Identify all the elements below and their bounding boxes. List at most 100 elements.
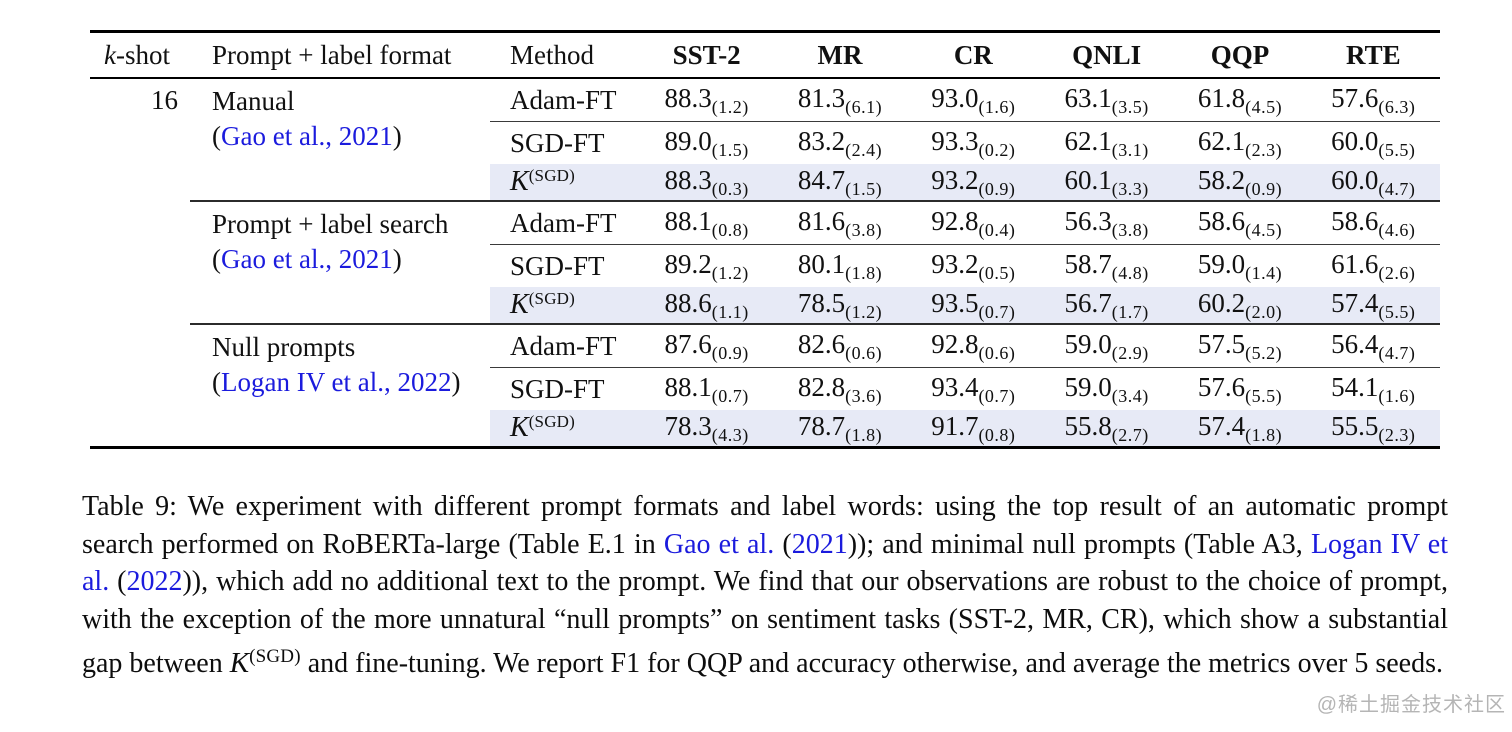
score-cell: 59.0(2.9): [1040, 329, 1173, 364]
caption-text: (: [774, 528, 792, 560]
score-value: 82.6: [797, 328, 846, 359]
citation-open-paren: (: [212, 121, 221, 151]
score-stddev: (0.9): [711, 342, 749, 363]
score-value: 56.4: [1331, 328, 1379, 359]
header-prompt-format: Prompt + label format: [212, 39, 452, 70]
caption-text: (: [109, 566, 127, 598]
score-stddev: (6.3): [1378, 96, 1416, 117]
score-value: 92.8: [931, 328, 979, 359]
prompt-format-name: Null prompts: [212, 332, 356, 362]
score-cell: 92.8(0.4): [907, 206, 1040, 241]
score-cell: 78.3(4.3): [640, 411, 773, 446]
results-table: k-shot Prompt + label format Method SST-…: [90, 30, 1440, 449]
table-caption: Table 9: We experiment with different pr…: [82, 488, 1448, 683]
score-cell: 61.6(2.6): [1307, 249, 1440, 284]
caption-citation-link[interactable]: Gao et al.: [663, 528, 775, 560]
score-cell: 63.1(3.5): [1040, 83, 1173, 118]
score-stddev: (0.7): [978, 385, 1016, 406]
score-value: 93.5: [931, 287, 979, 318]
score-cell: 55.5(2.3): [1307, 411, 1440, 446]
header-qqp: QQP: [1210, 39, 1270, 70]
score-cell: 89.0(1.5): [640, 126, 773, 161]
method-kernel-sup: (SGD): [528, 289, 576, 308]
score-stddev: (2.0): [1245, 301, 1283, 322]
score-value: 88.1: [664, 371, 712, 402]
method-separator-rule: [490, 367, 1440, 368]
score-stddev: (3.6): [845, 385, 883, 406]
score-value: 57.6: [1331, 82, 1379, 113]
method-cell: SGD-FT: [510, 250, 605, 281]
score-value: 55.8: [1064, 410, 1112, 441]
citation-link[interactable]: Logan IV et al., 2022: [221, 367, 452, 397]
score-value: 78.5: [797, 287, 846, 318]
score-stddev: (1.2): [711, 262, 749, 283]
caption-kernel-symbol: K(SGD): [230, 646, 301, 679]
score-value: 59.0: [1197, 248, 1246, 279]
score-stddev: (3.1): [1111, 139, 1149, 160]
method-cell: Adam-FT: [510, 207, 617, 238]
score-cell: 93.3(0.2): [907, 126, 1040, 161]
score-cell: 84.7(1.5): [773, 165, 906, 200]
score-cell: 57.6(6.3): [1307, 83, 1440, 118]
score-stddev: (0.8): [711, 219, 749, 240]
score-stddev: (0.9): [978, 178, 1016, 199]
score-value: 58.6: [1197, 205, 1246, 236]
table-header-row: k-shot Prompt + label format Method SST-…: [90, 33, 1440, 77]
prompt-format-name: Prompt + label search: [212, 209, 449, 239]
score-cell: 88.1(0.8): [640, 206, 773, 241]
caption-citation-link[interactable]: 2021: [791, 528, 848, 560]
score-cell: 58.7(4.8): [1040, 249, 1173, 284]
caption-citation-link[interactable]: Logan IV et al.: [82, 528, 1449, 598]
score-cell: 93.0(1.6): [907, 83, 1040, 118]
score-cell: 93.5(0.7): [907, 288, 1040, 323]
score-stddev: (1.6): [1378, 385, 1416, 406]
score-stddev: (4.5): [1245, 96, 1283, 117]
citation-open-paren: (: [212, 244, 221, 274]
citation-link[interactable]: Gao et al., 2021: [221, 244, 393, 274]
score-value: 57.4: [1331, 287, 1379, 318]
score-stddev: (0.4): [978, 219, 1016, 240]
header-kshot: k-shot: [90, 40, 190, 71]
prompt-citation: (Logan IV et al., 2022): [212, 365, 490, 400]
group-separator-rule: [190, 323, 1440, 325]
prompt-citation: (Gao et al., 2021): [212, 119, 490, 154]
score-stddev: (0.6): [978, 342, 1016, 363]
table-body: 16 Manual (Gao et al., 2021) Adam-FT 88.3(1.…: [90, 79, 1440, 446]
score-value: 55.5: [1331, 410, 1379, 441]
score-cell: 78.7(1.8): [773, 411, 906, 446]
citation-close-paren: ): [392, 121, 402, 151]
score-stddev: (0.6): [845, 342, 883, 363]
citation-close-paren: ): [451, 367, 461, 397]
table-bottom-rule: [90, 446, 1440, 449]
table-group: 16 Manual (Gao et al., 2021) Adam-FT 88.3(1.…: [90, 79, 1440, 200]
method-cell: K(SGD): [490, 412, 640, 444]
score-cell: 58.2(0.9): [1173, 165, 1306, 200]
watermark: @稀土掘金技术社区: [1316, 694, 1506, 716]
score-value: 78.7: [797, 410, 846, 441]
score-value: 81.3: [797, 82, 846, 113]
score-cell: 58.6(4.6): [1307, 206, 1440, 241]
score-cell: 58.6(4.5): [1173, 206, 1306, 241]
score-stddev: (1.8): [845, 424, 883, 445]
kshot-value: 16: [151, 84, 178, 115]
score-cell: 88.3(1.2): [640, 83, 773, 118]
score-cell: 54.1(1.6): [1307, 372, 1440, 407]
score-cell: 56.7(1.7): [1040, 288, 1173, 323]
score-stddev: (5.5): [1245, 385, 1283, 406]
method-kernel-symbol: K(SGD): [510, 289, 576, 320]
caption-text: Table 9: We experiment with different pr…: [82, 491, 1448, 560]
score-stddev: (1.5): [845, 178, 883, 199]
citation-link[interactable]: Gao et al., 2021: [221, 121, 393, 151]
caption-text: )); and minimal null prompts (Table A3,: [847, 528, 1311, 560]
header-rte: RTE: [1346, 39, 1401, 70]
caption-citation-link[interactable]: 2022: [126, 566, 183, 598]
score-stddev: (1.7): [1111, 301, 1149, 322]
score-stddev: (5.2): [1245, 342, 1283, 363]
score-cell: 57.5(5.2): [1173, 329, 1306, 364]
score-value: 57.6: [1197, 371, 1246, 402]
score-value: 63.1: [1064, 82, 1112, 113]
score-value: 84.7: [797, 164, 846, 195]
score-cell: 93.2(0.5): [907, 249, 1040, 284]
table-row: K(SGD) 78.3(4.3) 78.7(1.8) 91.7(0.8) 55.8(2.…: [490, 410, 1440, 446]
